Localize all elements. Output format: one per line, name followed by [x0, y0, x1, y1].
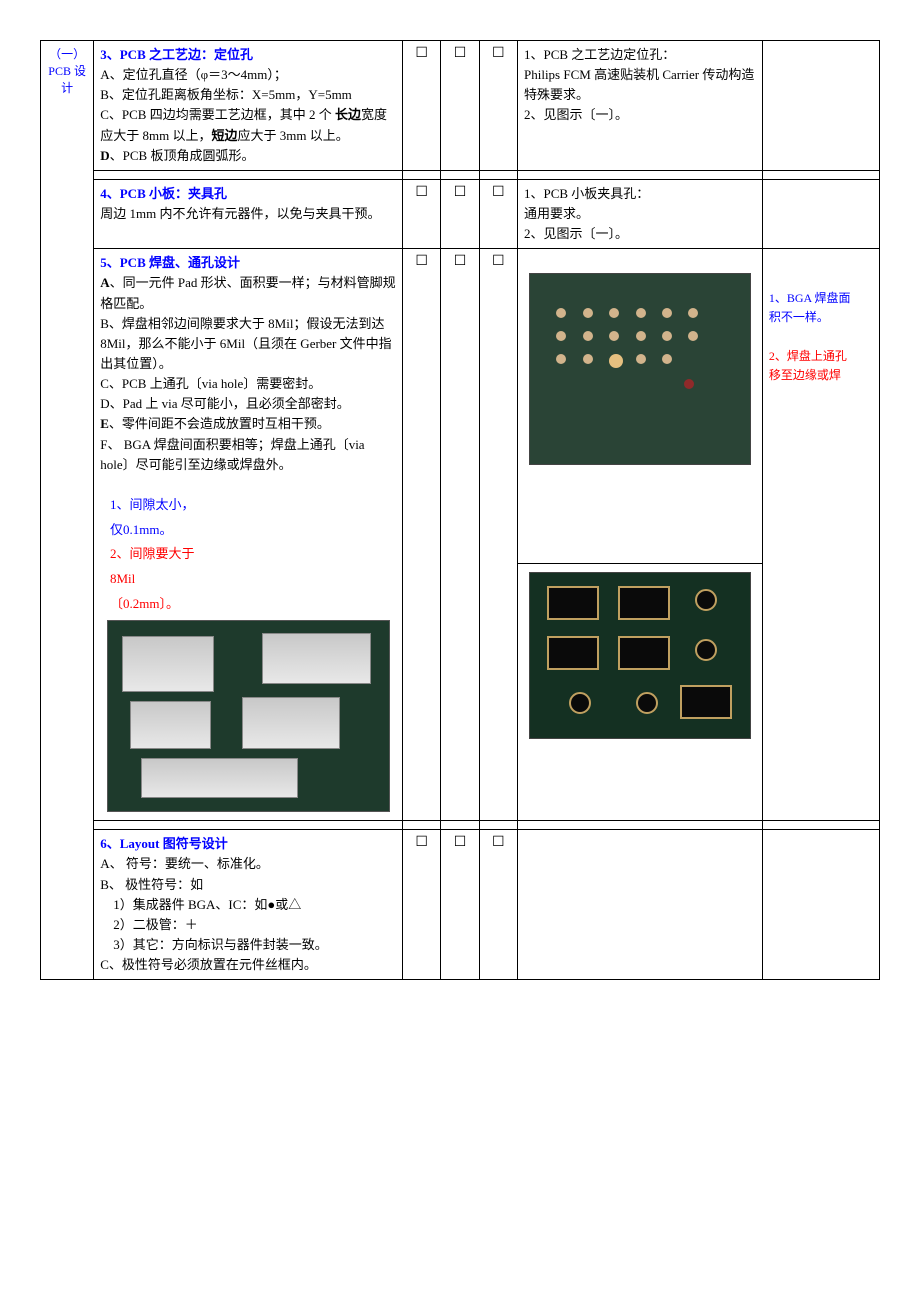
- r3-content: 3、PCB 之工艺边：定位孔 A、定位孔直径（φ＝3～4mm）； B、定位孔距离…: [94, 41, 403, 171]
- r3-chk3[interactable]: [479, 41, 517, 171]
- r4-content: 4、PCB 小板：夹具孔 周边 1mm 内不允许有元器件，以免与夹具干预。: [94, 179, 403, 248]
- section-label-2: PCB 设: [48, 64, 86, 78]
- r6-b2: 2）二极管：＋: [113, 917, 198, 932]
- section-label-3: 计: [61, 81, 73, 95]
- row-3: （一） PCB 设 计 3、PCB 之工艺边：定位孔 A、定位孔直径（φ＝3～4…: [41, 41, 880, 171]
- r3-annot: [762, 41, 879, 171]
- r6-title: 6、Layout 图符号设计: [100, 836, 227, 851]
- r5-c: C、PCB 上通孔〔via hole〕需要密封。: [100, 376, 321, 391]
- r6-annot: [762, 830, 879, 980]
- r5-chk1[interactable]: [403, 249, 441, 821]
- pad-image: [529, 572, 751, 739]
- r5-a: A、同一元件 Pad 形状、面积要一样；与材料管脚规格匹配。: [100, 275, 395, 310]
- spacer-row: [41, 170, 880, 179]
- r4-body: 周边 1mm 内不允许有元器件，以免与夹具干预。: [100, 206, 380, 221]
- r5-title: 5、PCB 焊盘、通孔设计: [100, 255, 240, 270]
- r5-e: E、零件间距不会造成放置时互相干预。: [100, 416, 330, 431]
- r4-chk1[interactable]: [403, 179, 441, 248]
- r5-content: 5、PCB 焊盘、通孔设计 A、同一元件 Pad 形状、面积要一样；与材料管脚规…: [94, 249, 403, 821]
- r5-inline-notes: 1、间隙太小， 仅0.1mm。 2、间隙要大于 8Mil 〔0.2mm〕。: [100, 493, 396, 616]
- bga-image: [529, 273, 751, 465]
- r3-chk1[interactable]: [403, 41, 441, 171]
- r6-b1: 1）集成器件 BGA、IC：如●或△: [113, 897, 301, 912]
- r5-b: B、焊盘相邻边间隙要求大于 8Mil；假设无法到达 8Mil，那么不能小于 6M…: [100, 316, 391, 371]
- row-5a: 5、PCB 焊盘、通孔设计 A、同一元件 Pad 形状、面积要一样；与材料管脚规…: [41, 249, 880, 564]
- row-6: 6、Layout 图符号设计 A、 符号：要统一、标准化。 B、 极性符号：如 …: [41, 830, 880, 980]
- r6-chk1[interactable]: [403, 830, 441, 980]
- r4-annot: [762, 179, 879, 248]
- r5-d: D、Pad 上 via 尽可能小，且必须全部密封。: [100, 396, 350, 411]
- r3-d: D、PCB 板顶角成圆弧形。: [100, 148, 254, 163]
- pcb-chip-image: [107, 620, 390, 812]
- pcb-design-table: （一） PCB 设 计 3、PCB 之工艺边：定位孔 A、定位孔直径（φ＝3～4…: [40, 40, 880, 980]
- r6-remark: [517, 830, 762, 980]
- r3-remark: 1、PCB 之工艺边定位孔： Philips FCM 高速贴装机 Carrier…: [517, 41, 762, 171]
- r5-remark-bottom: [517, 563, 762, 820]
- r5-chk3[interactable]: [479, 249, 517, 821]
- r3-chk2[interactable]: [441, 41, 479, 171]
- r5-remark-top: [517, 249, 762, 564]
- r5-f: F、 BGA 焊盘间面积要相等；焊盘上通孔〔via hole〕尽可能引至边缘或焊…: [100, 437, 364, 472]
- r6-b: B、 极性符号：如: [100, 877, 203, 892]
- r6-b3: 3）其它：方向标识与器件封装一致。: [113, 937, 328, 952]
- row-4: 4、PCB 小板：夹具孔 周边 1mm 内不允许有元器件，以免与夹具干预。 1、…: [41, 179, 880, 248]
- section-label: （一） PCB 设 计: [41, 41, 94, 980]
- r3-c: C、PCB 四边均需要工艺边框，其中 2 个 长边宽度应大于 8mm 以上，短边…: [100, 107, 387, 142]
- spacer-row-2: [41, 821, 880, 830]
- r4-title: 4、PCB 小板：夹具孔: [100, 186, 227, 201]
- r4-chk3[interactable]: [479, 179, 517, 248]
- r5-chk2[interactable]: [441, 249, 479, 821]
- r6-a: A、 符号：要统一、标准化。: [100, 856, 269, 871]
- r6-chk3[interactable]: [479, 830, 517, 980]
- r4-remark: 1、PCB 小板夹具孔： 通用要求。 2、见图示〔一〕。: [517, 179, 762, 248]
- section-label-1: （一）: [49, 47, 85, 61]
- r3-b: B、定位孔距离板角坐标：X=5mm，Y=5mm: [100, 87, 352, 102]
- r6-c: C、极性符号必须放置在元件丝框内。: [100, 957, 317, 972]
- r4-chk2[interactable]: [441, 179, 479, 248]
- r3-title: 3、PCB 之工艺边：定位孔: [100, 47, 253, 62]
- r3-a: A、定位孔直径（φ＝3～4mm）；: [100, 67, 287, 82]
- r6-content: 6、Layout 图符号设计 A、 符号：要统一、标准化。 B、 极性符号：如 …: [94, 830, 403, 980]
- r5-side-annot: 1、BGA 焊盘面 积不一样。 2、焊盘上通孔 移至边缘或焊: [762, 249, 879, 821]
- r6-chk2[interactable]: [441, 830, 479, 980]
